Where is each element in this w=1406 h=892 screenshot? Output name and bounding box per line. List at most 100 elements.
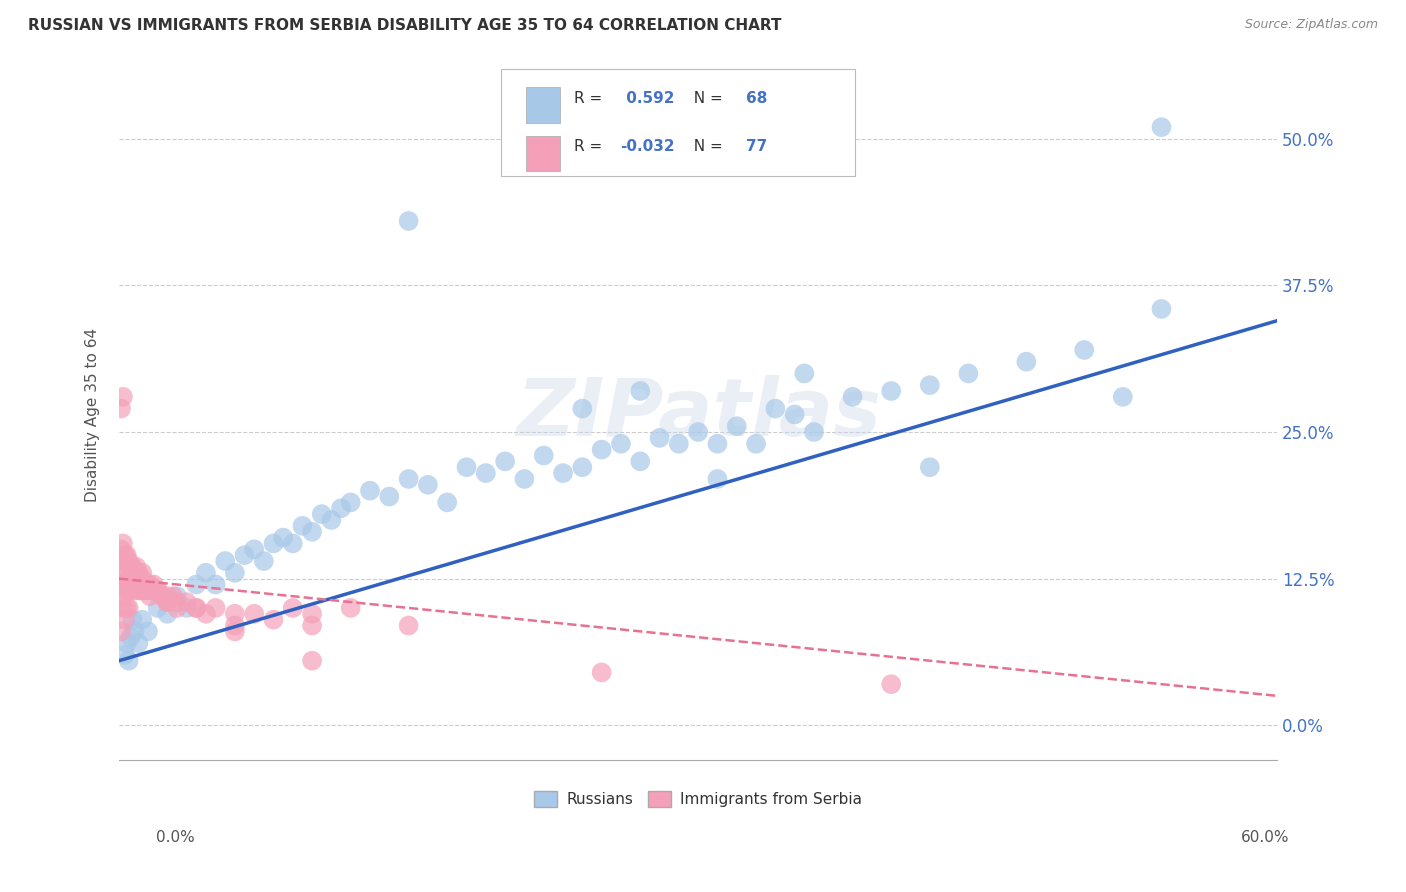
Point [114, 648, 136, 662]
Point [134, 577, 156, 591]
FancyBboxPatch shape [526, 87, 561, 123]
Point [706, 472, 728, 486]
Point [156, 595, 179, 609]
Point [131, 566, 153, 580]
Point [111, 566, 134, 580]
Point [224, 624, 246, 639]
Point [125, 577, 148, 591]
Point [129, 583, 152, 598]
Point [162, 589, 184, 603]
Point [156, 589, 179, 603]
Point [763, 401, 786, 416]
Text: N =: N = [685, 139, 728, 154]
Point [111, 390, 134, 404]
Point [1150, 301, 1173, 316]
Point [243, 542, 266, 557]
Text: 60.0%: 60.0% [1241, 830, 1289, 845]
Point [918, 460, 941, 475]
Point [118, 654, 141, 668]
Point [291, 519, 314, 533]
Point [120, 630, 142, 644]
Point [271, 531, 294, 545]
Point [186, 577, 208, 591]
Point [513, 472, 536, 486]
Point [166, 595, 188, 609]
Point [115, 577, 138, 591]
Point [110, 542, 132, 557]
Point [301, 607, 323, 621]
Point [110, 401, 132, 416]
Point [111, 589, 134, 603]
Point [841, 390, 863, 404]
Point [146, 583, 169, 598]
Point [793, 367, 815, 381]
Point [166, 601, 188, 615]
Point [591, 442, 613, 457]
Point [136, 624, 159, 639]
Point [127, 636, 149, 650]
Point [115, 548, 138, 562]
Legend: Russians, Immigrants from Serbia: Russians, Immigrants from Serbia [526, 784, 870, 815]
Point [114, 583, 136, 598]
Point [127, 572, 149, 586]
FancyBboxPatch shape [502, 69, 855, 176]
Point [475, 466, 498, 480]
Point [114, 548, 136, 562]
Point [124, 624, 146, 639]
Point [124, 583, 146, 598]
Point [176, 601, 198, 615]
Point [648, 431, 671, 445]
Point [124, 566, 146, 580]
Text: 68: 68 [745, 91, 768, 106]
Point [628, 454, 651, 468]
Point [127, 566, 149, 580]
Point [136, 583, 159, 598]
Point [571, 401, 593, 416]
Point [1150, 120, 1173, 135]
Point [745, 436, 768, 450]
FancyBboxPatch shape [526, 136, 561, 171]
Point [725, 419, 748, 434]
Point [194, 607, 217, 621]
Point [121, 577, 143, 591]
Point [111, 601, 134, 615]
Point [610, 436, 633, 450]
Point [186, 601, 208, 615]
Point [150, 589, 173, 603]
Point [301, 524, 323, 539]
Text: 0.592: 0.592 [620, 91, 673, 106]
Text: R =: R = [574, 91, 607, 106]
Point [115, 636, 138, 650]
Point [127, 583, 149, 598]
Point [115, 566, 138, 580]
Point [115, 601, 138, 615]
Point [204, 577, 226, 591]
Point [311, 507, 333, 521]
Point [110, 577, 132, 591]
Point [121, 566, 143, 580]
Point [146, 601, 169, 615]
Point [224, 607, 246, 621]
Point [456, 460, 478, 475]
Point [120, 583, 142, 598]
Point [121, 613, 143, 627]
Point [118, 583, 141, 598]
Point [533, 449, 555, 463]
Point [1112, 390, 1135, 404]
Y-axis label: Disability Age 35 to 64: Disability Age 35 to 64 [86, 327, 100, 501]
Point [783, 408, 806, 422]
Point [124, 566, 146, 580]
Point [120, 572, 142, 586]
Point [551, 466, 574, 480]
Point [156, 607, 179, 621]
Point [591, 665, 613, 680]
Point [359, 483, 381, 498]
Text: N =: N = [685, 91, 728, 106]
Point [118, 554, 141, 568]
Text: 0.0%: 0.0% [156, 830, 195, 845]
Text: R =: R = [574, 139, 607, 154]
Point [281, 601, 304, 615]
Point [194, 566, 217, 580]
Point [436, 495, 458, 509]
Point [880, 677, 903, 691]
